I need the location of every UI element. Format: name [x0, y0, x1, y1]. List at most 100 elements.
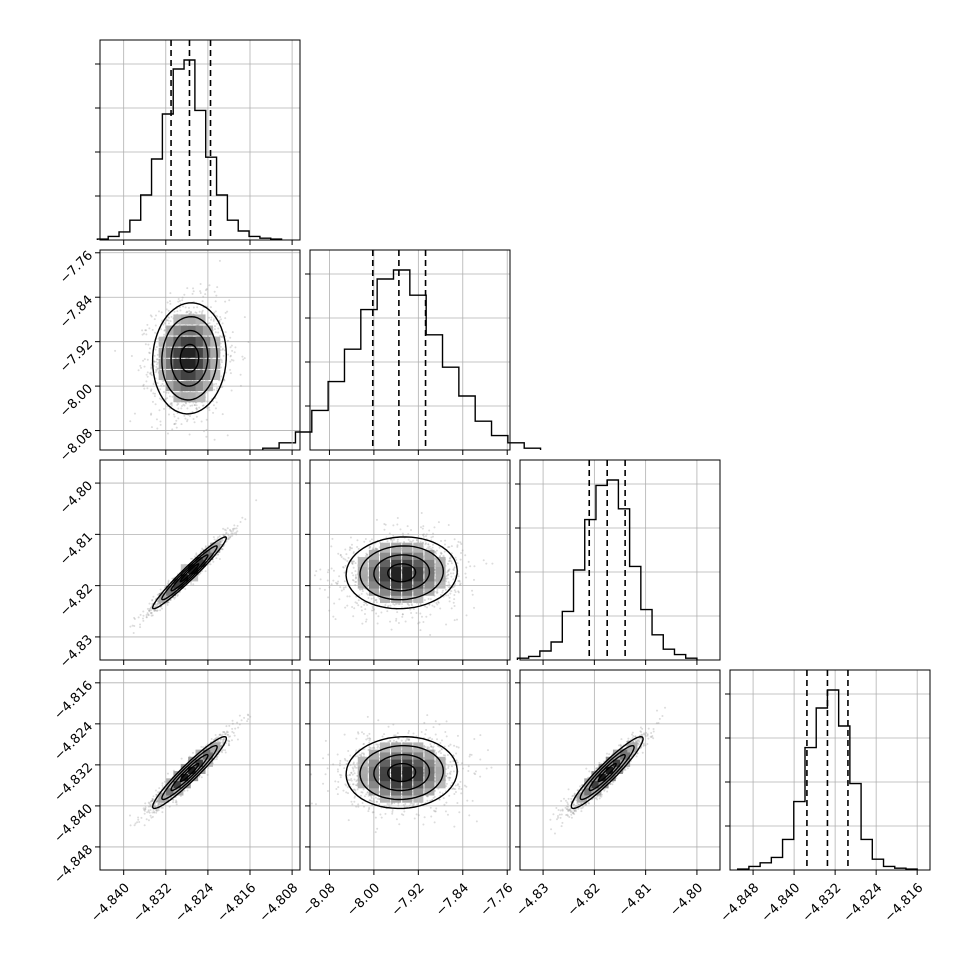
scatter-point	[228, 528, 231, 531]
scatter-point	[228, 299, 231, 302]
density-cell	[210, 358, 221, 369]
scatter-point	[156, 361, 159, 364]
scatter-point	[171, 428, 174, 431]
scatter-point	[159, 420, 162, 423]
scatter-point	[434, 557, 437, 560]
density-cell	[195, 325, 206, 336]
scatter-point	[166, 397, 169, 400]
scatter-point	[167, 319, 170, 322]
density-cell	[180, 571, 191, 582]
scatter-point	[445, 594, 448, 597]
scatter-point	[227, 533, 230, 536]
scatter-point	[339, 553, 342, 556]
scatter-point	[195, 553, 198, 556]
scatter-point	[176, 310, 179, 313]
scatter-point	[129, 420, 132, 423]
scatter-point	[361, 588, 364, 591]
scatter-point	[152, 392, 155, 395]
scatter-point	[396, 523, 399, 526]
scatter-point	[170, 402, 173, 405]
scatter-point	[453, 604, 456, 607]
scatter-point	[168, 395, 171, 398]
scatter-point	[153, 360, 156, 363]
scatter-point	[193, 555, 196, 558]
scatter-point	[397, 602, 400, 605]
scatter-point	[444, 539, 447, 542]
scatter-point	[200, 312, 203, 315]
scatter-point	[419, 602, 422, 605]
scatter-point	[147, 614, 150, 617]
scatter-point	[363, 601, 366, 604]
scatter-point	[343, 571, 346, 574]
scatter-point	[409, 608, 412, 611]
scatter-point	[159, 423, 162, 426]
scatter-point	[448, 560, 451, 563]
scatter-point	[365, 618, 368, 621]
scatter-point	[375, 601, 378, 604]
scatter-point	[337, 552, 340, 555]
scatter-point	[351, 572, 354, 575]
scatter-point	[404, 620, 407, 623]
scatter-point	[133, 625, 136, 628]
scatter-point	[449, 572, 452, 575]
scatter-point	[172, 413, 175, 416]
scatter-point	[351, 561, 354, 564]
scatter-point	[184, 306, 187, 309]
scatter-point	[465, 576, 468, 579]
scatter-point	[173, 310, 176, 313]
scatter-point	[388, 532, 391, 535]
scatter-point	[229, 529, 232, 532]
scatter-point	[191, 292, 194, 295]
scatter-point	[239, 520, 242, 523]
scatter-point	[366, 553, 369, 556]
scatter-point	[432, 532, 435, 535]
scatter-point	[450, 560, 453, 563]
scatter-point	[418, 621, 421, 624]
scatter-point	[219, 540, 222, 543]
scatter-point	[163, 333, 166, 336]
scatter-point	[229, 355, 232, 358]
contour-line	[170, 554, 209, 592]
scatter-point	[446, 584, 449, 587]
scatter-point	[162, 391, 165, 394]
scatter-point	[444, 588, 447, 591]
scatter-point	[220, 318, 223, 321]
scatter-point	[233, 527, 236, 530]
scatter-point	[389, 620, 392, 623]
scatter-point	[192, 583, 195, 586]
scatter-point	[374, 548, 377, 551]
density-cell	[158, 336, 169, 347]
scatter-point	[180, 423, 183, 426]
scatter-point	[352, 579, 355, 582]
scatter-point	[386, 540, 389, 543]
scatter-point	[188, 433, 191, 436]
scatter-point	[328, 609, 331, 612]
scatter-point	[154, 603, 157, 606]
scatter-point	[391, 540, 394, 543]
panel-frame	[519, 459, 721, 661]
scatter-point	[435, 552, 438, 555]
scatter-point	[437, 601, 440, 604]
scatter-point	[230, 530, 233, 533]
scatter-point	[332, 569, 335, 572]
scatter-point	[150, 363, 153, 366]
scatter-point	[422, 525, 425, 528]
scatter-point	[174, 596, 177, 599]
scatter-point	[239, 384, 242, 387]
scatter-point	[180, 407, 183, 410]
scatter-point	[194, 311, 197, 314]
scatter-point	[318, 587, 321, 590]
scatter-point	[344, 548, 347, 551]
scatter-point	[392, 538, 395, 541]
scatter-point	[242, 358, 245, 361]
scatter-point	[231, 331, 234, 334]
scatter-point	[236, 530, 239, 533]
scatter-point	[177, 407, 180, 410]
scatter-point	[422, 533, 425, 536]
scatter-point	[150, 426, 153, 429]
scatter-point	[384, 603, 387, 606]
scatter-point	[429, 547, 432, 550]
scatter-point	[145, 373, 148, 376]
scatter-point	[323, 588, 326, 591]
scatter-point	[389, 604, 392, 607]
